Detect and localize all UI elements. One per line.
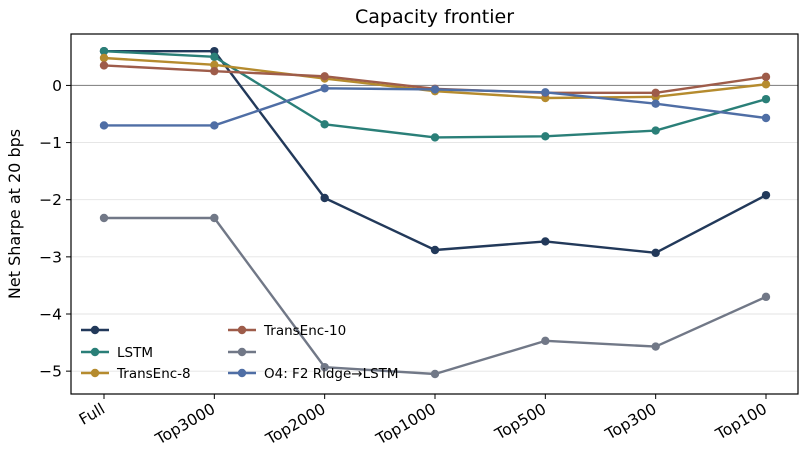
data-point: [430, 85, 440, 94]
x-tick-label: Top500: [491, 400, 549, 444]
series-line: [104, 216, 767, 376]
data-point: [430, 133, 440, 142]
legend-swatch-marker: [90, 347, 100, 357]
series-line: [104, 49, 767, 255]
legend-entry: LSTM: [81, 345, 153, 361]
legend-label: TransEnc-10: [263, 323, 346, 339]
y-tick-label: −4: [39, 306, 62, 324]
x-tick-label: Top3000: [152, 400, 219, 449]
legend-entry: TransEnc-10: [228, 323, 346, 339]
legend-label: TransEnc-8: [116, 366, 191, 382]
data-point: [651, 248, 660, 258]
data-point: [651, 342, 660, 351]
data-point: [430, 369, 440, 379]
legend-entry: O4: F2 Ridge→LSTM: [228, 366, 399, 382]
data-point: [541, 88, 550, 97]
data-point: [320, 193, 329, 203]
data-point: [210, 60, 219, 70]
data-point: [761, 72, 771, 82]
chart-title: Capacity frontier: [355, 6, 514, 28]
data-point: [430, 245, 440, 255]
legend-entry: [228, 347, 256, 357]
data-point: [320, 362, 329, 372]
y-tick-label: −2: [39, 191, 62, 209]
data-point: [210, 66, 219, 76]
legend-entry: TransEnc-8: [81, 366, 191, 382]
data-point: [761, 292, 771, 302]
y-axis: −5 −4 −3 −2 −1 0: [39, 77, 71, 381]
x-axis: Full Top3000 Top2000 Top1000 Top500 Top300 Top…: [76, 394, 770, 449]
legend-swatch-marker: [237, 325, 247, 335]
legend-swatch-marker: [90, 325, 100, 335]
data-point: [320, 84, 329, 93]
data-point: [210, 52, 219, 62]
legend-entry: [81, 325, 109, 335]
gridlines: [71, 84, 798, 372]
series-lines: [99, 46, 771, 379]
data-point: [99, 61, 109, 70]
x-tick-label: Top1000: [372, 400, 439, 449]
y-axis-label: Net Sharpe at 20 bps: [5, 129, 24, 299]
data-point: [99, 121, 109, 130]
x-tick-label: Full: [76, 400, 108, 429]
data-point: [761, 190, 771, 200]
data-point: [210, 213, 219, 223]
series: [99, 53, 771, 103]
y-tick-label: −5: [39, 363, 62, 381]
series: [99, 46, 771, 258]
series: [99, 213, 771, 379]
legend-swatch-marker: [237, 347, 247, 357]
legend: LSTM TransEnc-8 TransEnc-10 O4: F2 Ridge→LS…: [81, 323, 399, 382]
y-tick-label: −1: [39, 134, 62, 152]
data-point: [210, 121, 219, 130]
series: [99, 46, 771, 142]
data-point: [651, 126, 660, 135]
data-point: [320, 120, 329, 129]
legend-label: LSTM: [117, 345, 153, 361]
x-tick-label: Top300: [602, 400, 660, 444]
data-point: [99, 46, 109, 56]
data-point: [761, 113, 771, 123]
x-tick-label: Top100: [712, 400, 770, 444]
legend-swatch-marker: [237, 368, 247, 378]
data-point: [99, 53, 109, 63]
data-point: [541, 132, 550, 141]
data-point: [541, 336, 550, 346]
y-tick-label: −3: [39, 248, 62, 266]
y-tick-label: 0: [52, 77, 62, 95]
data-point: [99, 213, 109, 223]
data-point: [320, 72, 329, 81]
legend-swatch-marker: [90, 368, 100, 378]
data-point: [651, 99, 660, 108]
data-point: [761, 80, 771, 89]
data-point: [761, 94, 771, 104]
x-tick-label: Top2000: [262, 400, 329, 449]
series: [99, 84, 771, 130]
data-point: [651, 88, 660, 98]
data-point: [541, 237, 550, 246]
legend-label: O4: F2 Ridge→LSTM: [264, 366, 399, 382]
